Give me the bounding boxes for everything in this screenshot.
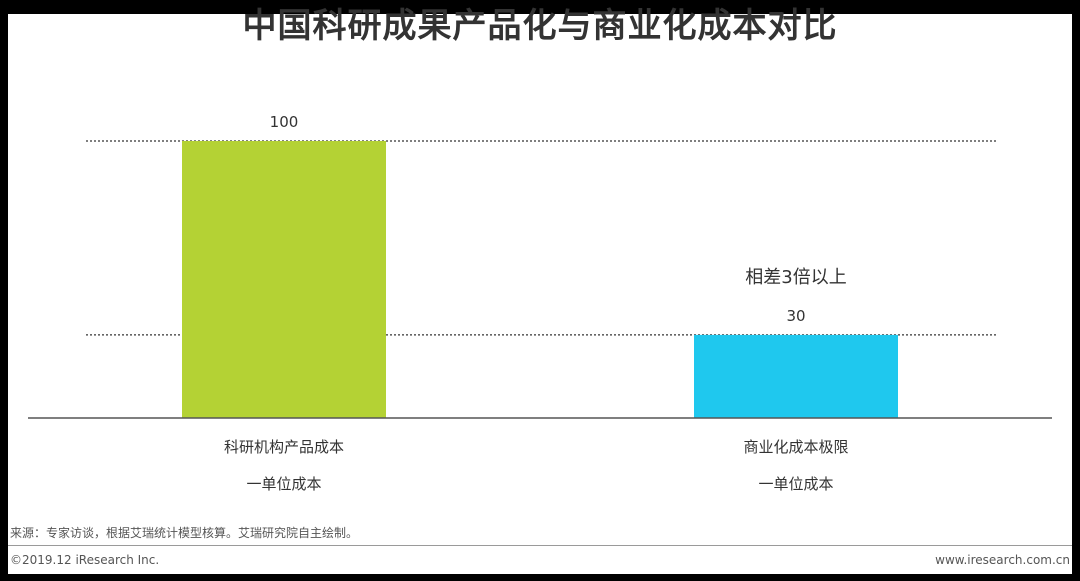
- value-label-0: 100: [270, 113, 299, 131]
- category-label-1-0: 商业化成本极限: [743, 438, 848, 456]
- value-label-1: 30: [786, 307, 805, 325]
- category-label-0-0: 科研机构产品成本: [224, 438, 344, 456]
- chart-title: 中国科研成果产品化与商业化成本对比: [242, 6, 838, 46]
- footer-divider: [8, 545, 1072, 546]
- source-note: 来源：专家访谈，根据艾瑞统计模型核算。艾瑞研究院自主绘制。: [10, 526, 359, 540]
- bars: [182, 141, 898, 418]
- category-label-1-1: 一单位成本: [758, 475, 833, 493]
- difference-annotation: 相差3倍以上: [745, 267, 846, 288]
- bar-1: [694, 334, 898, 418]
- copyright-text: ©2019.12 iResearch Inc.: [10, 553, 160, 567]
- category-label-0-1: 一单位成本: [246, 475, 321, 493]
- website-link[interactable]: www.iresearch.com.cn: [935, 553, 1070, 567]
- bar-0: [182, 141, 386, 418]
